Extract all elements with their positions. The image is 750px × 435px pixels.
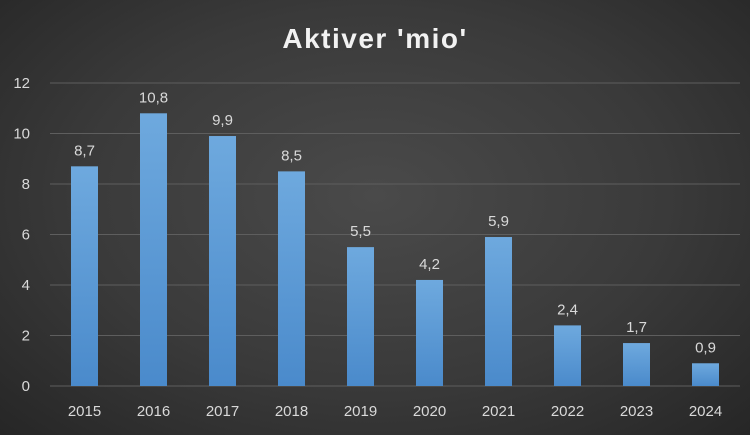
x-axis: 2015 2016 2017 2018 2019 2020 2021 2022 2023 2024 bbox=[68, 403, 722, 420]
data-label-2017: 9,9 bbox=[212, 112, 233, 129]
x-tick-label: 2018 bbox=[275, 403, 308, 420]
bar-2019 bbox=[347, 247, 374, 386]
bar-2024 bbox=[692, 363, 719, 386]
y-tick-label: 6 bbox=[22, 227, 30, 244]
data-label-2021: 5,9 bbox=[488, 213, 509, 230]
bars: 8,7 10,8 9,9 8,5 5,5 4,2 5,9 2,4 1,7 0,9 bbox=[71, 89, 719, 387]
bar-2023 bbox=[623, 343, 650, 386]
y-tick-label: 8 bbox=[22, 176, 30, 193]
x-tick-label: 2023 bbox=[620, 403, 653, 420]
x-tick-label: 2015 bbox=[68, 403, 101, 420]
y-tick-label: 12 bbox=[13, 75, 30, 92]
data-label-2023: 1,7 bbox=[626, 319, 647, 336]
x-tick-label: 2022 bbox=[551, 403, 584, 420]
y-tick-label: 10 bbox=[13, 126, 30, 143]
y-axis: 0 2 4 6 8 10 12 bbox=[13, 75, 30, 395]
data-label-2018: 8,5 bbox=[281, 147, 302, 164]
bar-2018 bbox=[278, 171, 305, 386]
data-label-2016: 10,8 bbox=[139, 89, 168, 106]
y-tick-label: 4 bbox=[22, 277, 30, 294]
data-label-2020: 4,2 bbox=[419, 256, 440, 273]
bar-2022 bbox=[554, 325, 581, 386]
x-tick-label: 2016 bbox=[137, 403, 170, 420]
y-tick-label: 2 bbox=[22, 328, 30, 345]
x-tick-label: 2019 bbox=[344, 403, 377, 420]
x-tick-label: 2021 bbox=[482, 403, 515, 420]
x-tick-label: 2017 bbox=[206, 403, 239, 420]
x-tick-label: 2020 bbox=[413, 403, 446, 420]
bar-2016 bbox=[140, 113, 167, 387]
bar-2021 bbox=[485, 237, 512, 386]
data-label-2019: 5,5 bbox=[350, 223, 371, 240]
x-tick-label: 2024 bbox=[689, 403, 722, 420]
bar-2020 bbox=[416, 279, 443, 386]
data-label-2015: 8,7 bbox=[74, 142, 95, 159]
chart-title: Aktiver 'mio' bbox=[282, 23, 467, 54]
y-tick-label: 0 bbox=[22, 378, 30, 395]
bar-2015 bbox=[71, 166, 98, 386]
bar-2017 bbox=[209, 136, 236, 386]
data-label-2024: 0,9 bbox=[695, 339, 716, 356]
data-label-2022: 2,4 bbox=[557, 301, 578, 318]
